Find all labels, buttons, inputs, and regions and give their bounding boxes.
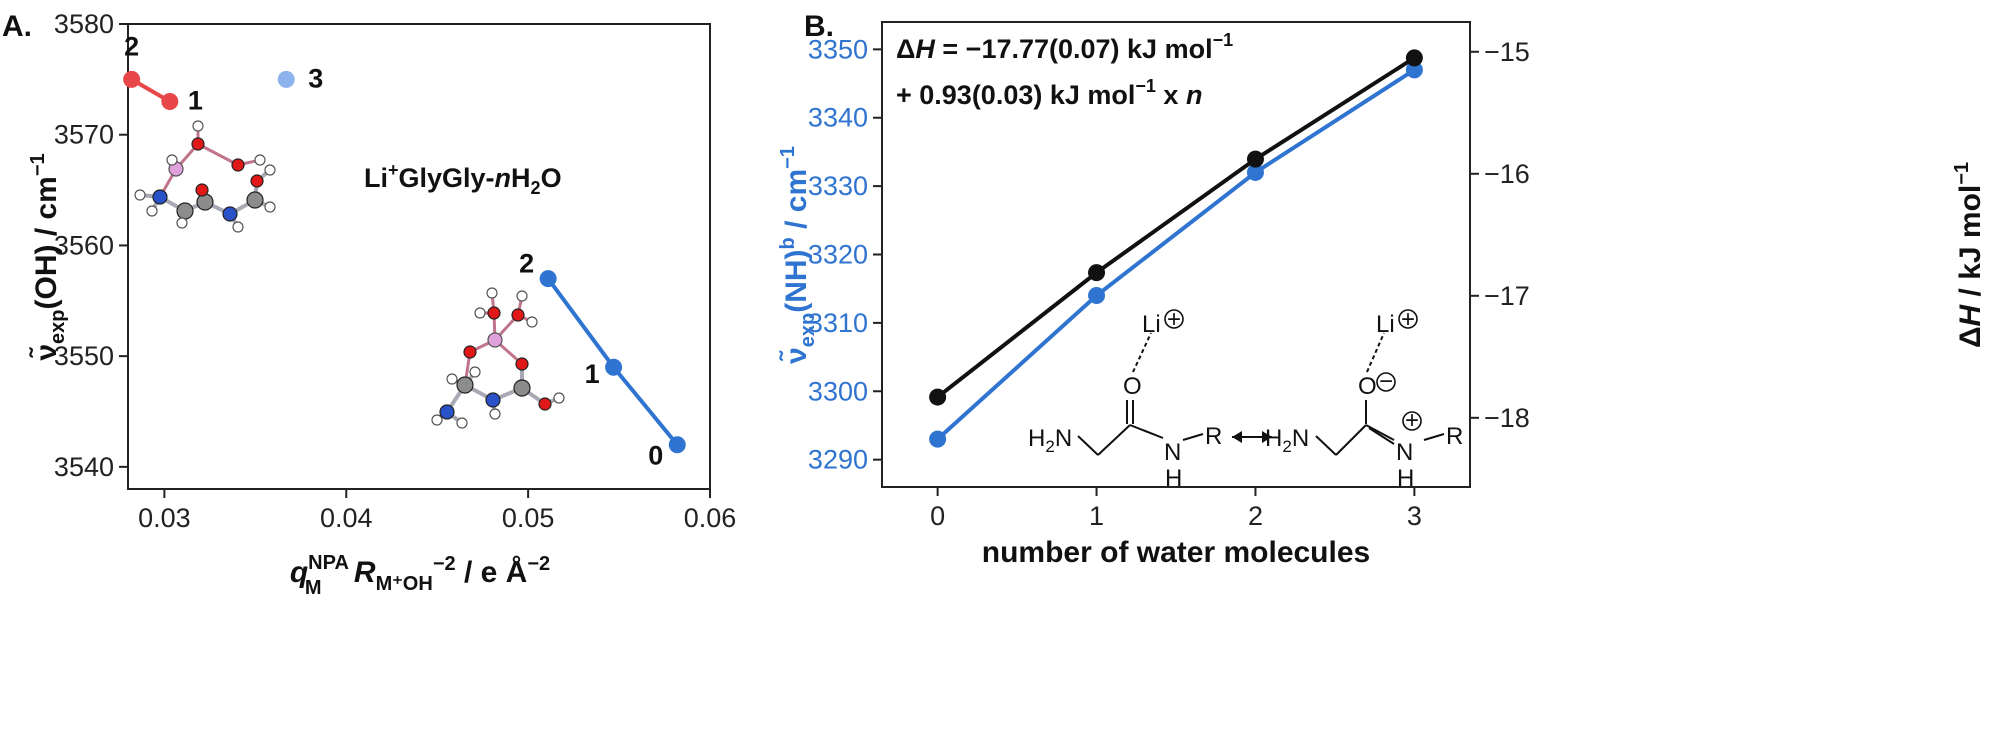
- panel-b-series: [929, 49, 1423, 448]
- chem-o-2: O: [1358, 373, 1377, 400]
- data-point: [605, 358, 623, 376]
- right-y-tick-label: −18: [1484, 403, 1530, 433]
- chem-amine-2: H2N: [1265, 425, 1309, 456]
- chem-h-2: H: [1397, 465, 1414, 492]
- x-tick-label: 0.06: [684, 503, 737, 533]
- fit-equation-line-1: ΔH = −17.77(0.07) kJ mol−1: [896, 30, 1233, 64]
- data-point: [161, 93, 179, 110]
- panel-b-x-ticks: 0 1 2 3: [930, 487, 1422, 531]
- panel-a-label: A.: [2, 10, 32, 43]
- data-point-label: 0: [648, 441, 663, 471]
- panel-a-frame: [127, 23, 711, 490]
- data-point: [929, 388, 947, 406]
- data-point: [1405, 61, 1423, 79]
- x-tick-label: 2: [1248, 501, 1263, 531]
- data-point-label: 1: [585, 359, 600, 389]
- panel-a-x-axis-title: qNPA M RM⁺OH−2 / e Å−2: [290, 552, 550, 599]
- chem-plus-1: +: [1167, 306, 1181, 333]
- panel-b-left-y-axis-title: ν̃exp(NH)b / cm−1: [777, 146, 819, 364]
- x-tick-label: 0.03: [138, 503, 191, 533]
- right-y-tick-label: −15: [1484, 37, 1530, 67]
- left-y-tick-label: 3350: [808, 34, 868, 64]
- chem-minus: −: [1379, 368, 1393, 395]
- chem-n-2: N: [1396, 439, 1413, 466]
- chem-amine-1: H2N: [1028, 425, 1072, 456]
- panel-a-series: 2 1 3 2 1 0: [123, 31, 686, 471]
- panel-a: A. 0.03 0.04 0.05 0.06 3540 3550 3560 3570 3580…: [2, 9, 736, 599]
- data-point: [539, 270, 557, 288]
- chem-o-1: O: [1123, 373, 1142, 400]
- x-tick-label: 1: [1089, 501, 1104, 531]
- panel-a-annotation: Li+GlyGly-nH2O: [364, 160, 562, 198]
- x-tick-label: 0.04: [320, 503, 373, 533]
- y-tick-label: 3540: [54, 452, 114, 482]
- data-point-label: 2: [519, 249, 534, 279]
- panel-a-x-ticks: 0.03 0.04 0.05 0.06: [138, 489, 736, 533]
- left-y-tick-label: 3290: [808, 445, 868, 475]
- panel-b-right-y-axis-title: ΔH / kJ mol−1: [1951, 162, 1987, 348]
- right-y-tick-label: −17: [1484, 281, 1530, 311]
- panel-b-x-axis-title: number of water molecules: [982, 536, 1370, 569]
- series-line: [936, 56, 1416, 399]
- molecule-structure-2: [431, 287, 565, 429]
- data-point-label: 2: [124, 31, 139, 61]
- chem-plus-3: +: [1405, 407, 1419, 434]
- series-line: [936, 68, 1416, 441]
- panel-b-left-y-ticks: 3290 3300 3310 3320 3330 3340 3350: [808, 34, 882, 475]
- data-point: [123, 70, 141, 88]
- chem-plus-2: +: [1401, 306, 1415, 333]
- y-tick-label: 3560: [54, 230, 114, 260]
- resonance-structures: Li + O H2N N H R Li + O − H2N N + H R: [1028, 306, 1463, 492]
- x-tick-label: 3: [1407, 501, 1422, 531]
- panel-b: B. 0 1 2 3 3290 3300 3310 3320 3330 3340 3350 −18…: [777, 10, 1987, 569]
- y-tick-label: 3580: [54, 9, 114, 39]
- chem-r-1: R: [1205, 423, 1222, 450]
- panel-a-y-axis-title: ν̃exp(OH) / cm−1: [27, 153, 69, 360]
- data-point-label: 1: [188, 86, 203, 116]
- data-point: [1088, 287, 1106, 305]
- y-tick-label: 3570: [54, 120, 114, 150]
- data-point: [668, 436, 686, 454]
- panel-b-label: B.: [804, 10, 834, 43]
- data-point-label: 3: [308, 63, 323, 93]
- chem-h-1: H: [1165, 465, 1182, 492]
- left-y-tick-label: 3310: [808, 308, 868, 338]
- left-y-tick-label: 3300: [808, 376, 868, 406]
- panel-b-right-y-ticks: −18 −17 −16 −15: [1470, 37, 1530, 433]
- molecule-structure-1: [134, 120, 276, 233]
- left-y-tick-label: 3340: [808, 103, 868, 133]
- chem-li-2: Li: [1376, 311, 1395, 338]
- right-y-tick-label: −16: [1484, 159, 1530, 189]
- data-point: [1246, 150, 1264, 168]
- data-point: [1088, 264, 1106, 282]
- data-point: [1405, 49, 1423, 67]
- chem-n-1: N: [1164, 439, 1181, 466]
- x-tick-label: 0: [930, 501, 945, 531]
- y-tick-label: 3550: [54, 341, 114, 371]
- x-tick-label: 0.05: [502, 503, 555, 533]
- left-y-tick-label: 3330: [808, 171, 868, 201]
- data-point: [1246, 163, 1264, 181]
- data-point: [929, 430, 947, 448]
- fit-equation-line-2: + 0.93(0.03) kJ mol−1 x n: [896, 76, 1202, 110]
- chem-li-1: Li: [1142, 311, 1161, 338]
- chem-r-2: R: [1446, 423, 1463, 450]
- panel-a-y-ticks: 3540 3550 3560 3570 3580: [54, 9, 128, 482]
- left-y-tick-label: 3320: [808, 240, 868, 270]
- data-point: [277, 70, 295, 88]
